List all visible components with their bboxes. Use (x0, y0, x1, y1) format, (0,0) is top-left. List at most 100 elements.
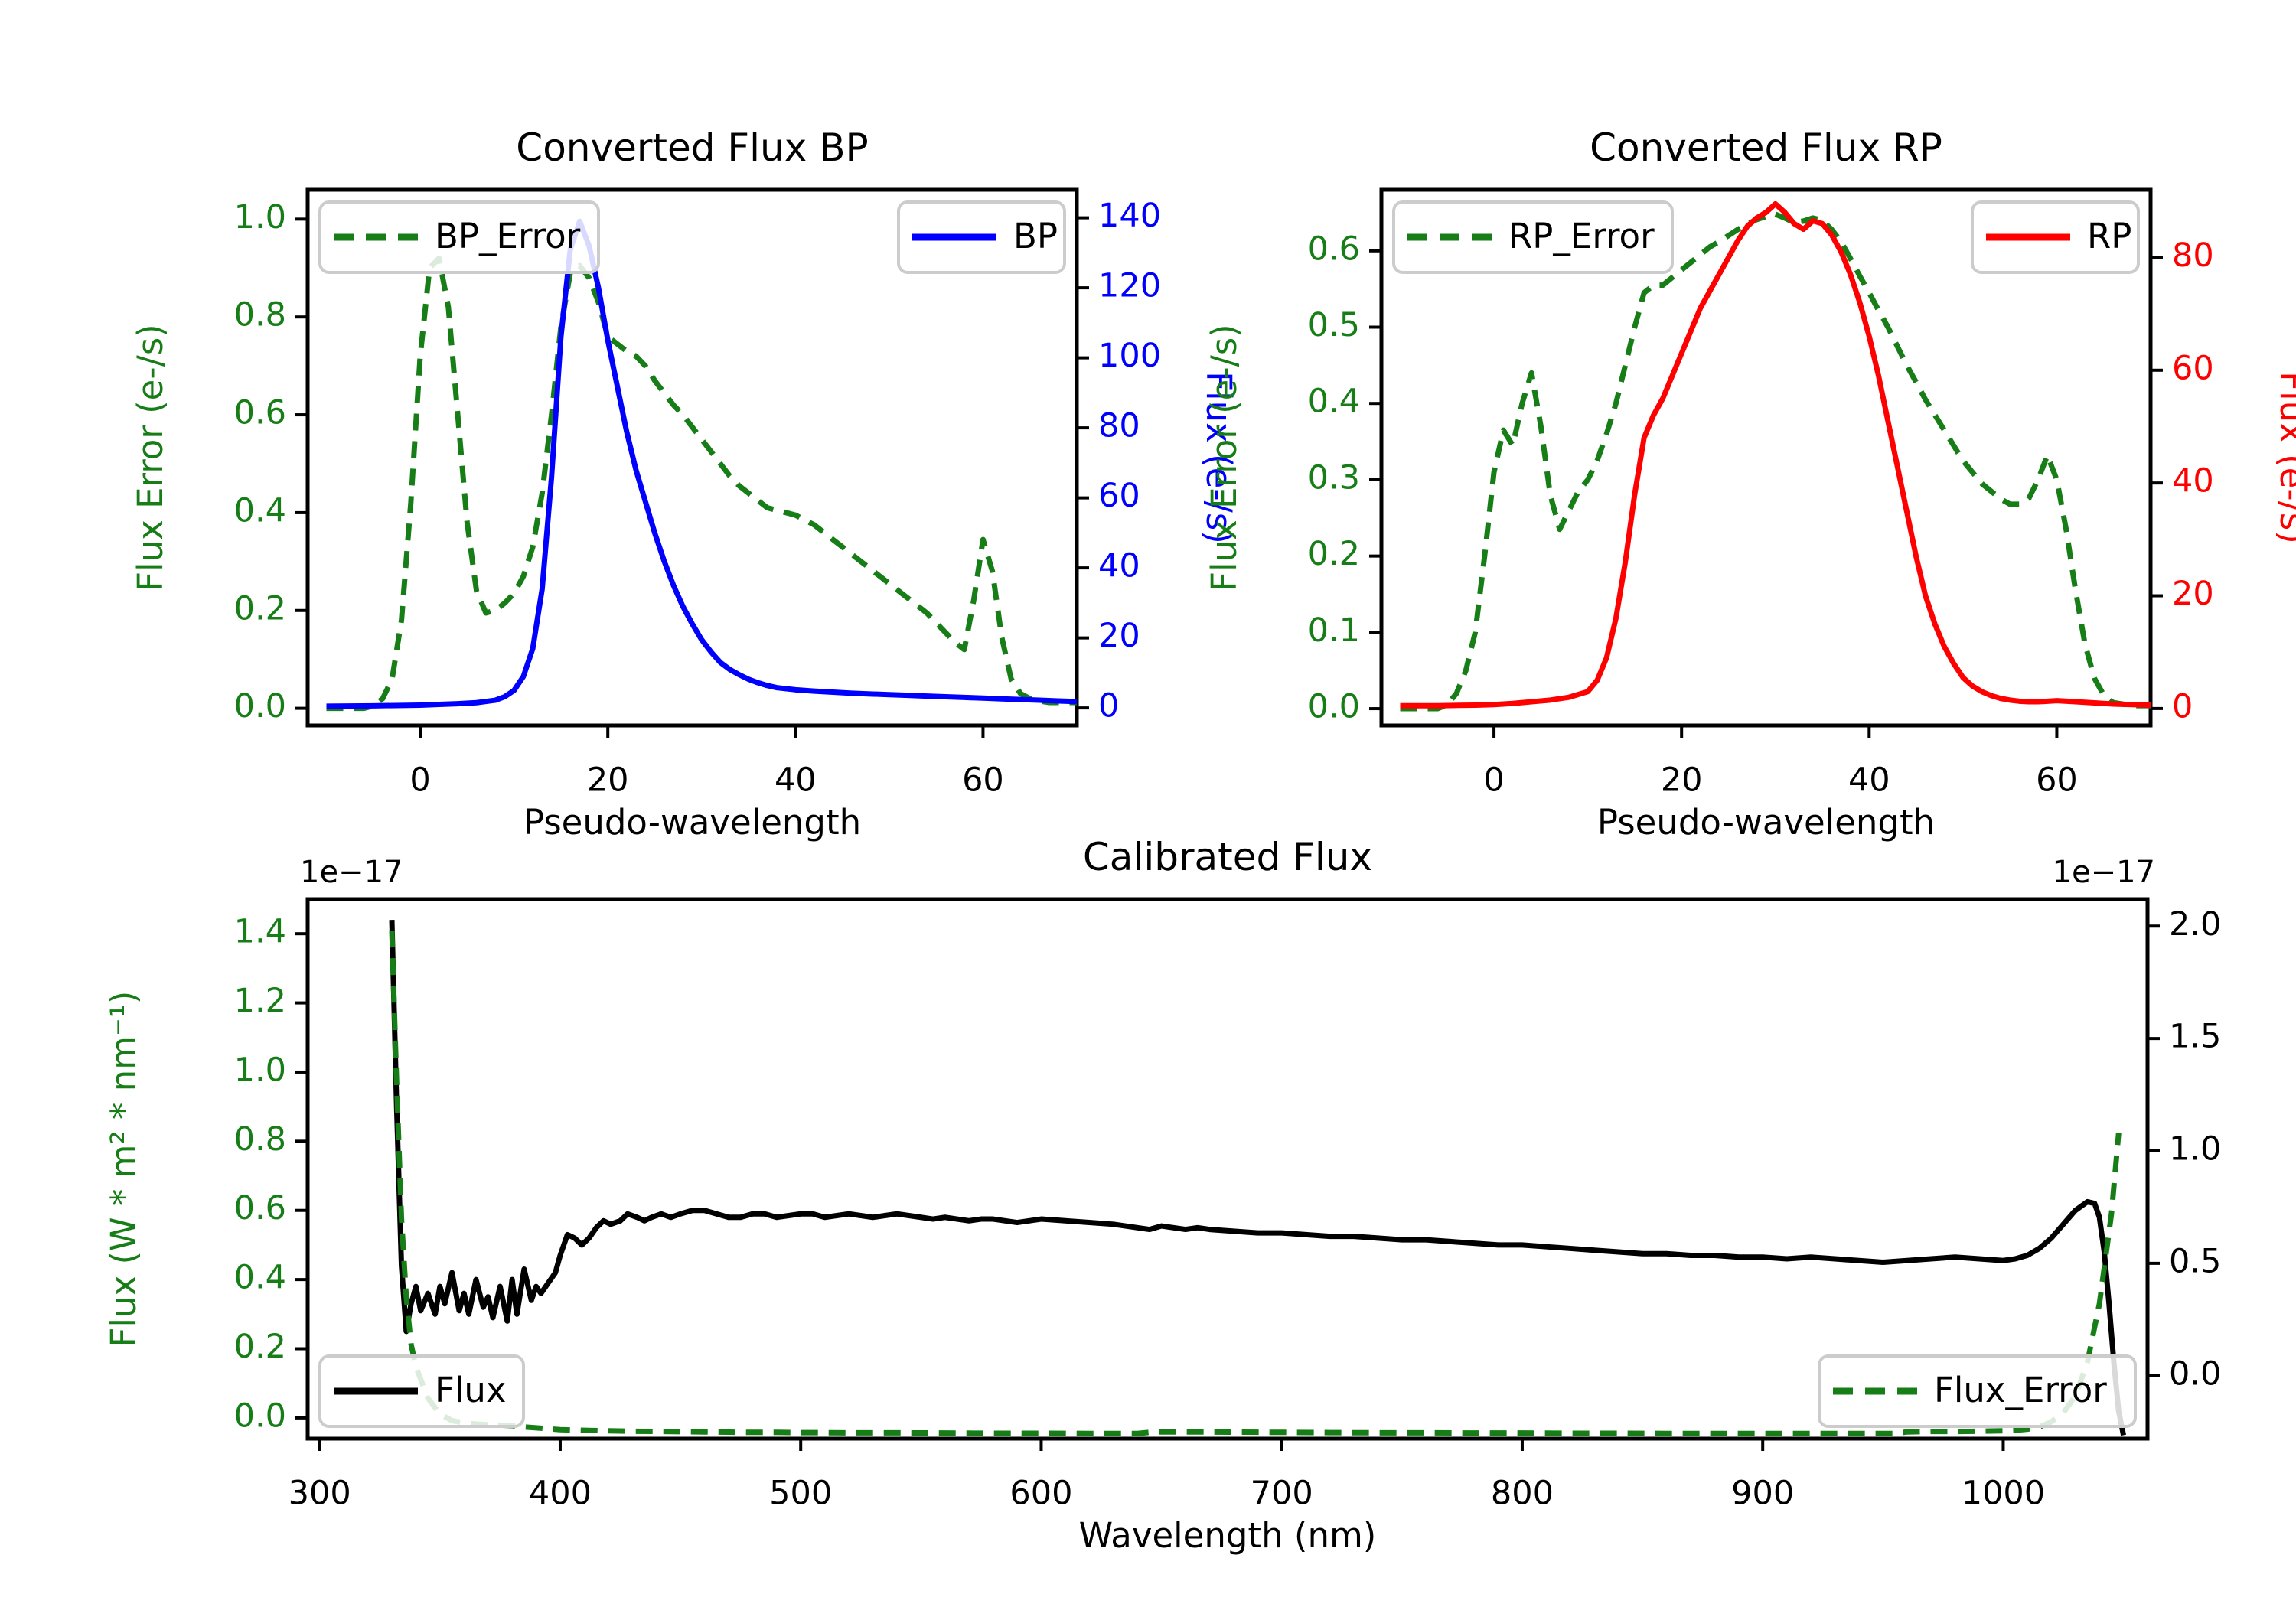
legend-box (1392, 200, 1674, 274)
y-tick-label-left: 1.0 (234, 1051, 286, 1089)
y-tick-label-left: 0.0 (234, 687, 286, 725)
x-tick-label: 700 (1251, 1475, 1313, 1513)
x-tick-label: 600 (1009, 1475, 1072, 1513)
x-tick-label: 60 (2036, 761, 2078, 800)
plot-frame (305, 187, 1079, 728)
series-Flux (389, 920, 2127, 1436)
legend-label-RP_Error: RP_Error (1508, 216, 1655, 256)
y-tick-label-left: 0.2 (1308, 535, 1360, 573)
y-tick-label-right: 20 (1098, 617, 1140, 655)
x-tick-label: 0 (1483, 761, 1504, 800)
series-BP (326, 218, 1077, 709)
chart-calibrated-flux: Calibrated Flux 300 400 500 600 700 800 900 1000… (103, 835, 2221, 1556)
x-tick-label: 300 (289, 1475, 351, 1513)
plot-area (389, 920, 2127, 1436)
y-tick-label-left: 0.2 (234, 589, 286, 627)
y-tick-label-right: 40 (1098, 547, 1140, 585)
y-tick-label-right: 40 (2172, 462, 2214, 500)
y-tick-label-right: 0.5 (2169, 1242, 2221, 1280)
x-tick-label: 900 (1731, 1475, 1794, 1513)
legend-box (1818, 1354, 2137, 1428)
y-tick-label-right: 0.0 (2169, 1354, 2221, 1393)
x-tick-label: 1000 (1962, 1475, 2045, 1513)
y-axis-label-left: Flux Error (e-/s) (1204, 324, 1244, 591)
y-tick-label-left: 0.2 (234, 1328, 286, 1366)
legend-box (318, 1354, 525, 1428)
y-tick-label-left: 1.4 (234, 913, 286, 951)
y-axis-label-left: Flux (W * m² * nm⁻¹) (103, 991, 144, 1348)
y-tick-label-left: 0.3 (1308, 458, 1360, 497)
plot-area (326, 218, 1077, 712)
legend-label-Flux_Error: Flux_Error (1934, 1370, 2107, 1410)
y-tick-label-left: 0.6 (234, 1189, 286, 1227)
series-BP_Error (326, 256, 1077, 712)
legend-RP: RP (1971, 200, 2140, 274)
legend-box (318, 200, 600, 274)
plot-frame (305, 897, 2150, 1441)
y-tick-label-left: 0.0 (234, 1397, 286, 1435)
y-tick-label-left: 0.6 (234, 394, 286, 432)
y-tick-label-left: 0.4 (234, 491, 286, 530)
legend-label-Flux: Flux (435, 1370, 507, 1410)
offset-text-left: 1e−17 (300, 855, 403, 890)
y-tick-label-right: 60 (1098, 477, 1140, 515)
y-tick-label-right: 60 (2172, 349, 2214, 387)
x-tick-label: 500 (769, 1475, 832, 1513)
y-tick-label-left: 0.8 (234, 296, 286, 334)
y-tick-label-left: 1.2 (234, 982, 286, 1020)
y-tick-label-right: 80 (2172, 236, 2214, 275)
legend-RP_Error: RP_Error (1392, 200, 1674, 274)
legend-BP: BP (897, 200, 1066, 274)
y-tick-label-left: 0.8 (234, 1120, 286, 1159)
y-tick-label-right: 2.0 (2169, 905, 2221, 944)
legend-Flux_Error: Flux_Error (1818, 1354, 2137, 1428)
chart-title-calibrated-flux: Calibrated Flux (1083, 835, 1372, 879)
y-axis-label-right: Flux (e-/s) (1199, 371, 1239, 543)
x-tick-label: 400 (529, 1475, 592, 1513)
y-axis-label-left: Flux Error (e-/s) (130, 324, 171, 591)
plot-area (1400, 200, 2151, 712)
x-axis-label: Pseudo-wavelength (523, 802, 861, 843)
y-tick-label-left: 1.0 (234, 198, 286, 236)
legend-label-BP: BP (1013, 216, 1058, 256)
y-tick-label-left: 0.4 (1308, 383, 1360, 421)
series-RP_Error (1400, 211, 2151, 712)
y-tick-label-right: 1.5 (2169, 1018, 2221, 1056)
y-tick-label-right: 120 (1098, 267, 1161, 305)
chart-converted-flux-bp: Converted Flux BP 0 20 40 60 Pseudo-wavelengt… (130, 125, 1239, 843)
x-tick-label: 40 (1848, 761, 1890, 800)
legend-label-BP_Error: BP_Error (435, 216, 581, 256)
chart-title-converted-flux-rp: Converted Flux RP (1590, 125, 1942, 170)
x-tick-label: 20 (1661, 761, 1703, 800)
y-tick-label-left: 0.0 (1308, 688, 1360, 726)
y-tick-label-left: 0.4 (234, 1259, 286, 1297)
y-tick-label-right: 0 (2172, 687, 2193, 725)
x-tick-label: 60 (962, 761, 1004, 800)
x-tick-label: 800 (1491, 1475, 1554, 1513)
x-axis-label: Pseudo-wavelength (1597, 802, 1935, 843)
legend-label-RP: RP (2087, 216, 2131, 256)
y-tick-label-left: 0.6 (1308, 230, 1360, 268)
x-axis-label: Wavelength (nm) (1079, 1515, 1377, 1556)
offset-text-right: 1e−17 (2053, 855, 2155, 890)
y-tick-label-right: 140 (1098, 197, 1161, 235)
series-RP (1400, 200, 2151, 709)
x-tick-label: 40 (775, 761, 817, 800)
y-tick-label-right: 100 (1098, 337, 1161, 375)
legend-Flux: Flux (318, 1354, 525, 1428)
y-tick-label-right: 0 (1098, 687, 1119, 725)
series-Flux_Error (389, 931, 2122, 1436)
chart-converted-flux-rp: Converted Flux RP 0 20 40 60 Pseudo-wavelengt… (1204, 125, 2296, 843)
x-tick-label: 20 (587, 761, 629, 800)
y-tick-label-right: 20 (2172, 575, 2214, 613)
y-tick-label-left: 0.1 (1308, 611, 1360, 650)
y-tick-label-right: 1.0 (2169, 1130, 2221, 1169)
y-axis-label-right: Flux (e-/s) (2272, 371, 2296, 543)
legend-BP_Error: BP_Error (318, 200, 600, 274)
y-tick-label-left: 0.5 (1308, 306, 1360, 344)
chart-title-converted-flux-bp: Converted Flux BP (516, 125, 868, 170)
x-tick-label: 0 (409, 761, 430, 800)
plot-frame (1379, 187, 2153, 728)
